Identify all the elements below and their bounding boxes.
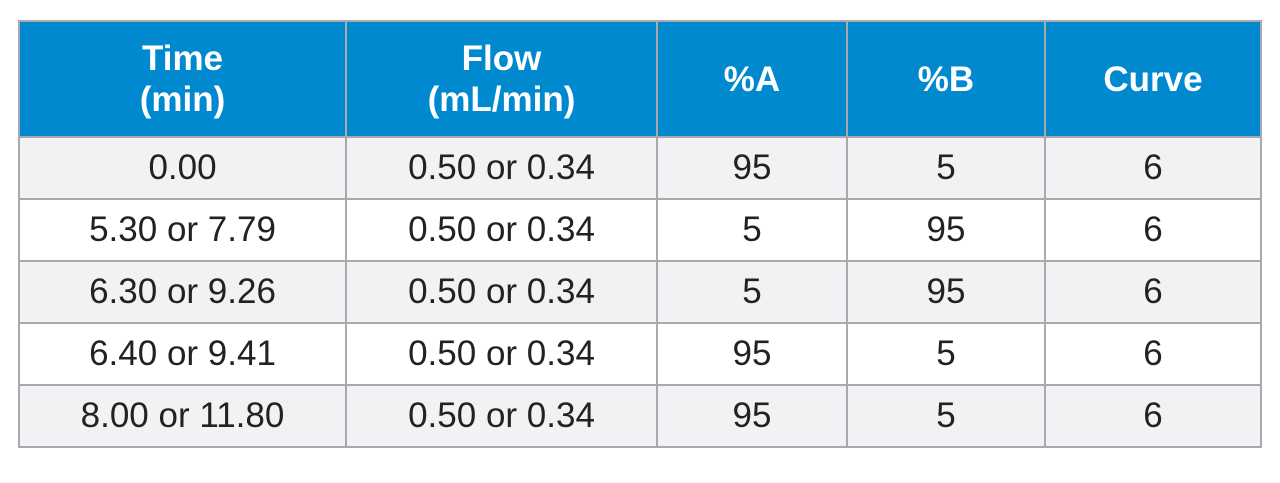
cell-curve: 6	[1044, 384, 1262, 448]
header-curve-label: Curve	[1103, 59, 1203, 99]
cell-percent-b: 5	[846, 322, 1046, 386]
cell-time: 6.30 or 9.26	[18, 260, 347, 324]
header-flow-label: Flow	[461, 39, 542, 78]
header-flow-unit: (mL/min)	[427, 80, 576, 119]
header-percent-a-label: %A	[723, 59, 781, 99]
cell-percent-a: 95	[656, 136, 848, 200]
cell-percent-b: 5	[846, 136, 1046, 200]
cell-flow: 0.50 or 0.34	[345, 198, 658, 262]
cell-percent-a: 5	[656, 198, 848, 262]
cell-time: 8.00 or 11.80	[18, 384, 347, 448]
cell-curve: 6	[1044, 260, 1262, 324]
cell-percent-b: 95	[846, 198, 1046, 262]
header-time-label: Time	[141, 39, 224, 78]
header-percent-b-label: %B	[917, 59, 975, 99]
cell-percent-b: 5	[846, 384, 1046, 448]
cell-flow: 0.50 or 0.34	[345, 322, 658, 386]
cell-time: 5.30 or 7.79	[18, 198, 347, 262]
header-flow: Flow (mL/min)	[345, 20, 658, 138]
cell-flow: 0.50 or 0.34	[345, 136, 658, 200]
header-curve: Curve	[1044, 20, 1262, 138]
table-row: 8.00 or 11.80 0.50 or 0.34 95 5 6	[18, 384, 1262, 448]
gradient-table: Time (min) Flow (mL/min) %A %B Curve 0.0…	[18, 20, 1262, 448]
table-row: 5.30 or 7.79 0.50 or 0.34 5 95 6	[18, 198, 1262, 262]
header-time-unit: (min)	[139, 80, 226, 119]
header-row: Time (min) Flow (mL/min) %A %B Curve	[18, 20, 1262, 138]
cell-time: 0.00	[18, 136, 347, 200]
cell-flow: 0.50 or 0.34	[345, 260, 658, 324]
cell-percent-a: 95	[656, 322, 848, 386]
cell-time: 6.40 or 9.41	[18, 322, 347, 386]
cell-curve: 6	[1044, 198, 1262, 262]
header-percent-a: %A	[656, 20, 848, 138]
cell-curve: 6	[1044, 136, 1262, 200]
header-percent-b: %B	[846, 20, 1046, 138]
table-row: 6.40 or 9.41 0.50 or 0.34 95 5 6	[18, 322, 1262, 386]
cell-percent-a: 5	[656, 260, 848, 324]
cell-percent-a: 95	[656, 384, 848, 448]
cell-curve: 6	[1044, 322, 1262, 386]
cell-flow: 0.50 or 0.34	[345, 384, 658, 448]
table-row: 0.00 0.50 or 0.34 95 5 6	[18, 136, 1262, 200]
table-row: 6.30 or 9.26 0.50 or 0.34 5 95 6	[18, 260, 1262, 324]
cell-percent-b: 95	[846, 260, 1046, 324]
header-time: Time (min)	[18, 20, 347, 138]
